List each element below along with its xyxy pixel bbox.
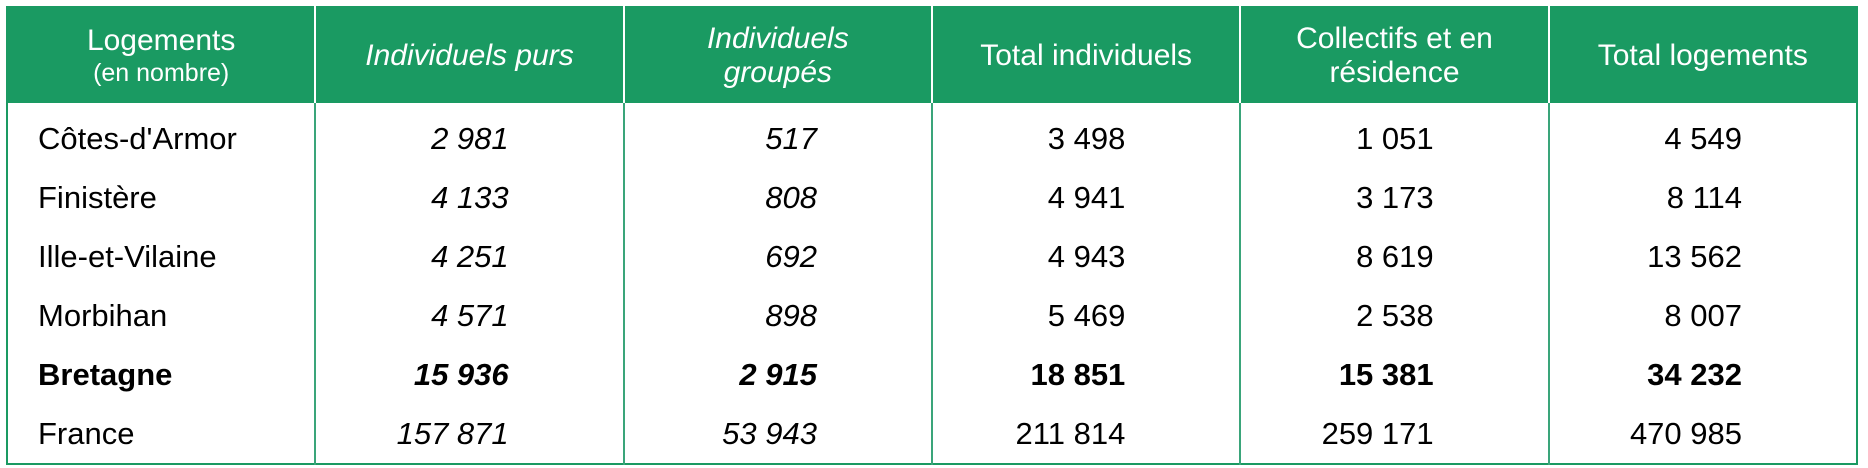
row-label: Bretagne [38, 356, 173, 392]
table-row: Ille-et-Vilaine 4 251 692 4 943 8 619 13 562 [7, 227, 1857, 286]
table-row: Bretagne 15 936 2 915 18 851 15 381 34 232 [7, 345, 1857, 404]
cell-value: 8 114 [1547, 168, 1857, 227]
cell-value: 4 941 [930, 168, 1241, 227]
cell-value: 4 549 [1547, 103, 1857, 168]
cell-value: 2 981 [314, 103, 624, 168]
header-row: Logements (en nombre) Individuels purs Indi… [7, 7, 1857, 103]
table-body: Côtes-d'Armor 2 981 517 3 498 1 051 4 549 Fini… [7, 103, 1857, 464]
housing-table: Logements (en nombre) Individuels purs Indi… [6, 6, 1858, 465]
column-header: Logements (en nombre) [7, 7, 316, 103]
column-header: Individuels groupés [622, 7, 932, 103]
cell-value: 157 871 [314, 404, 624, 464]
header-line: Total logements [1597, 38, 1808, 72]
row-label: Ille-et-Vilaine [38, 238, 217, 274]
cell-value: 692 [622, 227, 932, 286]
row-label: Finistère [38, 179, 157, 215]
table-row: Morbihan 4 571 898 5 469 2 538 8 007 [7, 286, 1857, 345]
header-line: Individuels [706, 21, 849, 55]
cell-value: 1 051 [1239, 103, 1549, 168]
column-header: Individuels purs [314, 7, 624, 103]
cell-value: 34 232 [1547, 345, 1857, 404]
column-header: Collectifs et en résidence [1239, 7, 1549, 103]
table-header: Logements (en nombre) Individuels purs Indi… [7, 7, 1857, 103]
table-row: Côtes-d'Armor 2 981 517 3 498 1 051 4 549 [7, 103, 1857, 168]
cell-value: 2 915 [622, 345, 932, 404]
header-line: (en nombre) [93, 58, 230, 87]
row-label: Côtes-d'Armor [38, 120, 237, 156]
column-header: Total logements [1547, 7, 1857, 103]
cell-value: 3 498 [930, 103, 1241, 168]
column-header: Total individuels [930, 7, 1241, 103]
cell-value: 53 943 [622, 404, 932, 464]
cell-value: 4 571 [314, 286, 624, 345]
cell-value: 13 562 [1547, 227, 1857, 286]
header-line: groupés [723, 55, 833, 89]
cell-value: 18 851 [930, 345, 1241, 404]
cell-value: 8 007 [1547, 286, 1857, 345]
cell-value: 898 [622, 286, 932, 345]
cell-value: 4 251 [314, 227, 624, 286]
cell-value: 470 985 [1547, 404, 1857, 464]
cell-value: 8 619 [1239, 227, 1549, 286]
cell-value: 4 943 [930, 227, 1241, 286]
header-line: Individuels purs [365, 38, 574, 72]
header-line: Logements [86, 23, 236, 57]
cell-value: 259 171 [1239, 404, 1549, 464]
header-line: Total individuels [980, 38, 1193, 72]
cell-value: 4 133 [314, 168, 624, 227]
cell-value: 808 [622, 168, 932, 227]
cell-value: 211 814 [930, 404, 1241, 464]
header-line: résidence [1329, 55, 1460, 89]
header-line: Collectifs et en [1296, 21, 1493, 55]
row-label: Morbihan [38, 297, 168, 333]
cell-value: 15 936 [314, 345, 624, 404]
cell-value: 5 469 [930, 286, 1241, 345]
cell-value: 15 381 [1239, 345, 1549, 404]
cell-value: 2 538 [1239, 286, 1549, 345]
table-row: France 157 871 53 943 211 814 259 171 470 985 [7, 404, 1857, 464]
cell-value: 3 173 [1239, 168, 1549, 227]
row-label: France [38, 415, 135, 451]
table-row: Finistère 4 133 808 4 941 3 173 8 114 [7, 168, 1857, 227]
cell-value: 517 [622, 103, 932, 168]
